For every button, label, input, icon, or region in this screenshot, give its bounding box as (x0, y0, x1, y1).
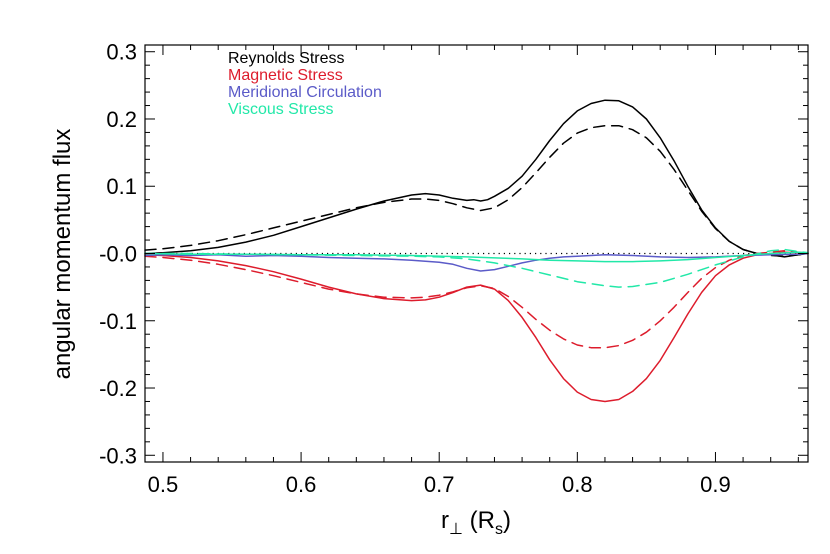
y-tick-label: 0.1 (106, 174, 137, 199)
y-tick-label: -0.2 (99, 376, 137, 401)
series-line-meridional-circulation (144, 252, 809, 272)
x-axis-title-units-open: (R (463, 507, 495, 534)
y-tick-label: -0.0 (99, 242, 137, 267)
x-axis-title: r⊥ (Rs) (441, 507, 511, 538)
legend-label-viscous-stress: Viscous Stress (228, 101, 334, 118)
x-axis-title-perp-subscript: ⊥ (449, 521, 463, 538)
series-line-viscous-stress-dashed (144, 248, 809, 288)
legend-label-magnetic-stress: Magnetic Stress (228, 67, 343, 84)
y-tick-label: 0.3 (106, 40, 137, 65)
x-tick-label: 0.6 (286, 472, 317, 497)
x-axis-title-variable: r (441, 507, 449, 534)
x-tick-label: 0.5 (148, 472, 179, 497)
x-axis-title-units-subscript: s (495, 521, 503, 538)
x-axis-title-units-close: ) (503, 507, 511, 534)
y-axis-title: angular momentum flux (49, 129, 76, 380)
legend: Reynolds Stress Magnetic Stress Meridion… (228, 50, 382, 118)
y-tick-label: 0.2 (106, 107, 137, 132)
x-tick-label: 0.9 (700, 472, 731, 497)
x-tick-label: 0.7 (424, 472, 455, 497)
x-tick-label: 0.8 (562, 472, 593, 497)
legend-label-meridional-circulation: Meridional Circulation (228, 84, 382, 101)
tick-layer: 0.5 0.6 0.7 0.8 0.9 0.3 0.2 0.1 -0.0 -0.1 -0.2 -0.3 (99, 40, 808, 497)
series-line-reynolds-stress-dashed (144, 124, 809, 257)
y-tick-label: -0.3 (99, 443, 137, 468)
series-line-magnetic-stress-dashed (144, 250, 809, 349)
legend-label-reynolds-stress: Reynolds Stress (228, 50, 345, 67)
series-layer (144, 99, 809, 403)
y-tick-label: -0.1 (99, 309, 137, 334)
series-line-magnetic-stress-solid (144, 251, 809, 403)
series-line-viscous-stress-solid (144, 251, 809, 263)
